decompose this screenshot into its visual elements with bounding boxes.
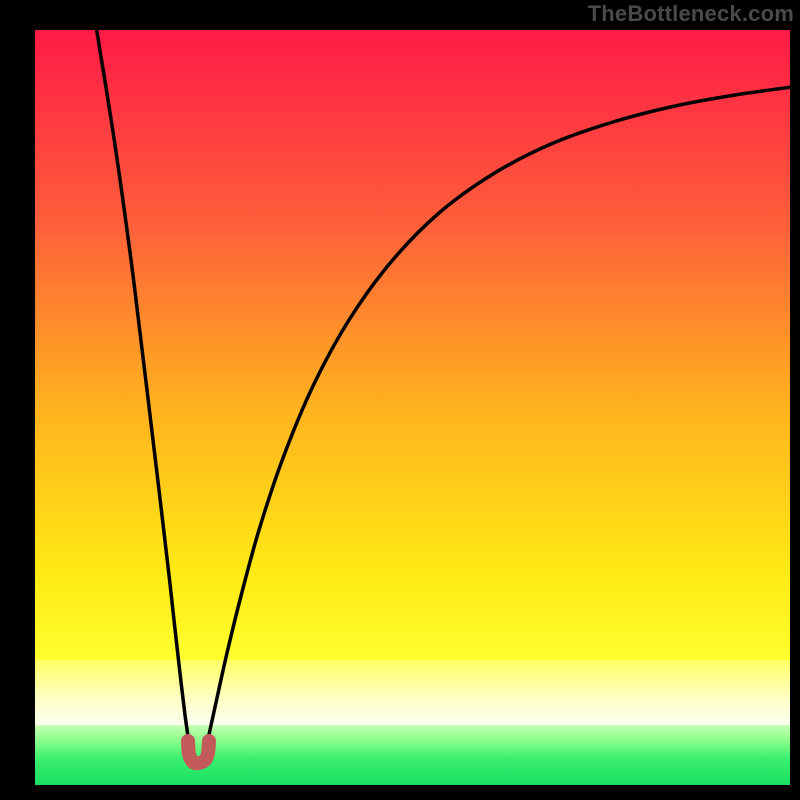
plot-area: [35, 30, 790, 785]
watermark-text: TheBottleneck.com: [588, 1, 794, 27]
curve-right-branch: [206, 87, 790, 748]
image-root: TheBottleneck.com: [0, 0, 800, 800]
curve-left-branch: [96, 30, 190, 748]
curves-svg: [35, 30, 790, 785]
cusp-u-marker: [188, 741, 209, 763]
